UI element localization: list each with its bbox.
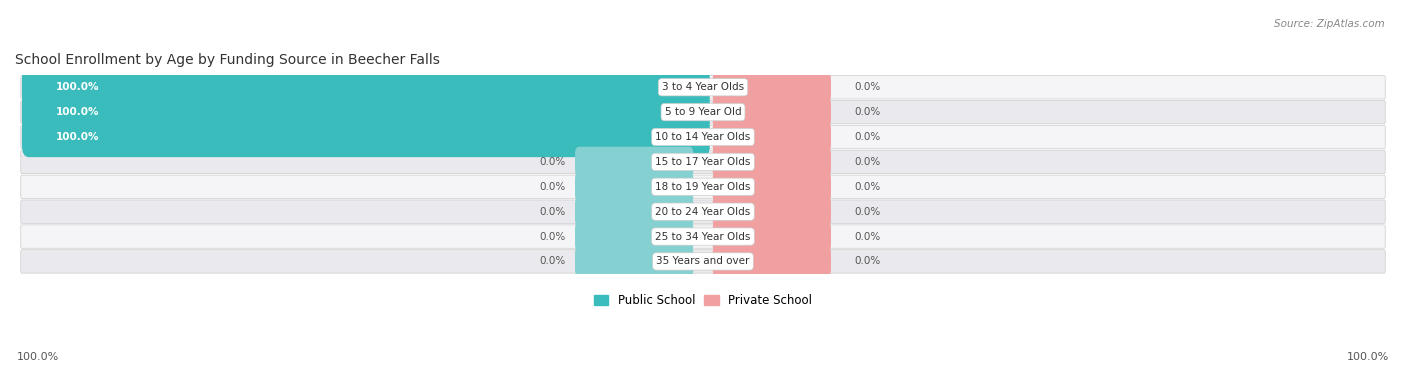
Text: 20 to 24 Year Olds: 20 to 24 Year Olds: [655, 207, 751, 217]
Text: 15 to 17 Year Olds: 15 to 17 Year Olds: [655, 157, 751, 167]
Text: 35 Years and over: 35 Years and over: [657, 256, 749, 267]
FancyBboxPatch shape: [22, 117, 710, 157]
FancyBboxPatch shape: [21, 250, 1385, 273]
Text: 100.0%: 100.0%: [56, 82, 100, 92]
FancyBboxPatch shape: [21, 175, 1385, 198]
Text: 0.0%: 0.0%: [538, 182, 565, 192]
FancyBboxPatch shape: [575, 172, 693, 202]
Text: 0.0%: 0.0%: [538, 207, 565, 217]
FancyBboxPatch shape: [713, 97, 831, 127]
FancyBboxPatch shape: [575, 147, 693, 177]
Text: 3 to 4 Year Olds: 3 to 4 Year Olds: [662, 82, 744, 92]
FancyBboxPatch shape: [22, 67, 710, 107]
FancyBboxPatch shape: [713, 246, 831, 277]
FancyBboxPatch shape: [713, 196, 831, 227]
Text: 100.0%: 100.0%: [1347, 352, 1389, 362]
Text: 0.0%: 0.0%: [855, 256, 880, 267]
Text: School Enrollment by Age by Funding Source in Beecher Falls: School Enrollment by Age by Funding Sour…: [15, 53, 440, 67]
FancyBboxPatch shape: [575, 246, 693, 277]
Text: 0.0%: 0.0%: [855, 107, 880, 117]
FancyBboxPatch shape: [21, 100, 1385, 124]
Text: 0.0%: 0.0%: [855, 82, 880, 92]
Text: 0.0%: 0.0%: [855, 207, 880, 217]
FancyBboxPatch shape: [21, 125, 1385, 149]
FancyBboxPatch shape: [713, 172, 831, 202]
FancyBboxPatch shape: [713, 122, 831, 152]
FancyBboxPatch shape: [575, 221, 693, 252]
Text: 0.0%: 0.0%: [855, 157, 880, 167]
Text: 25 to 34 Year Olds: 25 to 34 Year Olds: [655, 231, 751, 242]
Text: 0.0%: 0.0%: [855, 182, 880, 192]
FancyBboxPatch shape: [21, 150, 1385, 173]
FancyBboxPatch shape: [713, 72, 831, 103]
Text: 0.0%: 0.0%: [855, 231, 880, 242]
Text: 100.0%: 100.0%: [56, 107, 100, 117]
FancyBboxPatch shape: [713, 147, 831, 177]
FancyBboxPatch shape: [21, 75, 1385, 99]
Text: 10 to 14 Year Olds: 10 to 14 Year Olds: [655, 132, 751, 142]
Legend: Public School, Private School: Public School, Private School: [589, 289, 817, 312]
Text: 5 to 9 Year Old: 5 to 9 Year Old: [665, 107, 741, 117]
Text: 0.0%: 0.0%: [538, 157, 565, 167]
Text: Source: ZipAtlas.com: Source: ZipAtlas.com: [1274, 19, 1385, 29]
FancyBboxPatch shape: [22, 92, 710, 132]
Text: 0.0%: 0.0%: [538, 256, 565, 267]
FancyBboxPatch shape: [575, 196, 693, 227]
Text: 18 to 19 Year Olds: 18 to 19 Year Olds: [655, 182, 751, 192]
FancyBboxPatch shape: [21, 225, 1385, 248]
FancyBboxPatch shape: [21, 200, 1385, 223]
Text: 0.0%: 0.0%: [538, 231, 565, 242]
FancyBboxPatch shape: [713, 221, 831, 252]
Text: 100.0%: 100.0%: [56, 132, 100, 142]
Text: 100.0%: 100.0%: [17, 352, 59, 362]
Text: 0.0%: 0.0%: [855, 132, 880, 142]
